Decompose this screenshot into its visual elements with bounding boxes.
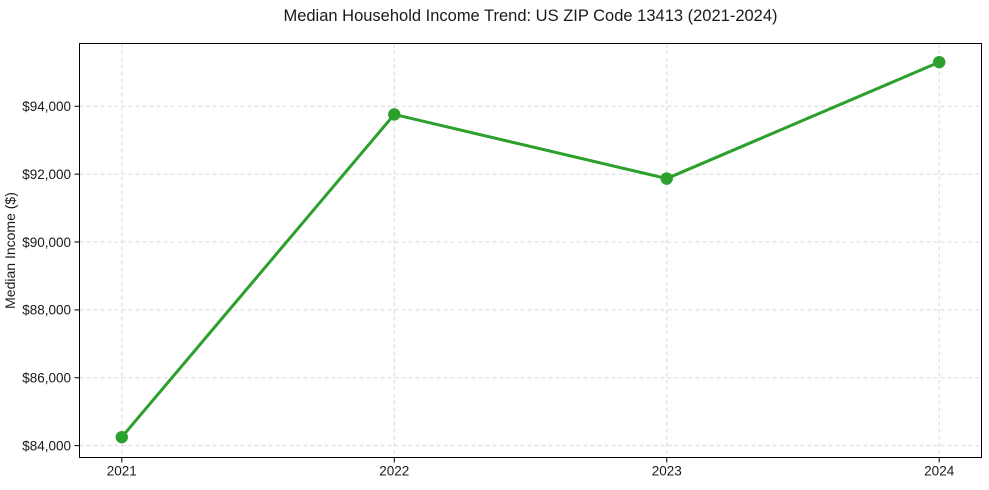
chart-title: Median Household Income Trend: US ZIP Co…	[283, 7, 777, 25]
income-series	[115, 55, 946, 444]
y-axis-label: Median Income ($)	[2, 192, 18, 309]
y-tick-label: $90,000	[22, 235, 71, 250]
axis-ticks	[74, 105, 940, 463]
y-tick-label: $92,000	[22, 167, 71, 182]
x-tick-label: 2021	[107, 464, 137, 479]
data-point	[115, 430, 128, 444]
x-tick-label: 2024	[924, 464, 955, 479]
series-line	[120, 60, 941, 439]
y-tick-label: $84,000	[22, 438, 71, 453]
y-tick-label: $94,000	[22, 99, 71, 114]
data-point	[933, 55, 946, 69]
data-point	[388, 108, 401, 121]
plot-border	[79, 43, 982, 458]
x-tick-label: 2022	[379, 464, 409, 479]
y-tick-labels: $84,000 $86,000 $88,000 $90,000 $92,000 $94,0…	[22, 99, 71, 453]
data-point	[660, 172, 673, 185]
y-tick-label: $86,000	[22, 371, 71, 386]
gridlines	[79, 43, 982, 458]
x-tick-label: 2023	[652, 464, 682, 479]
x-tick-labels: 2021 2022 2023 2024	[107, 464, 955, 479]
y-tick-label: $88,000	[22, 303, 71, 318]
